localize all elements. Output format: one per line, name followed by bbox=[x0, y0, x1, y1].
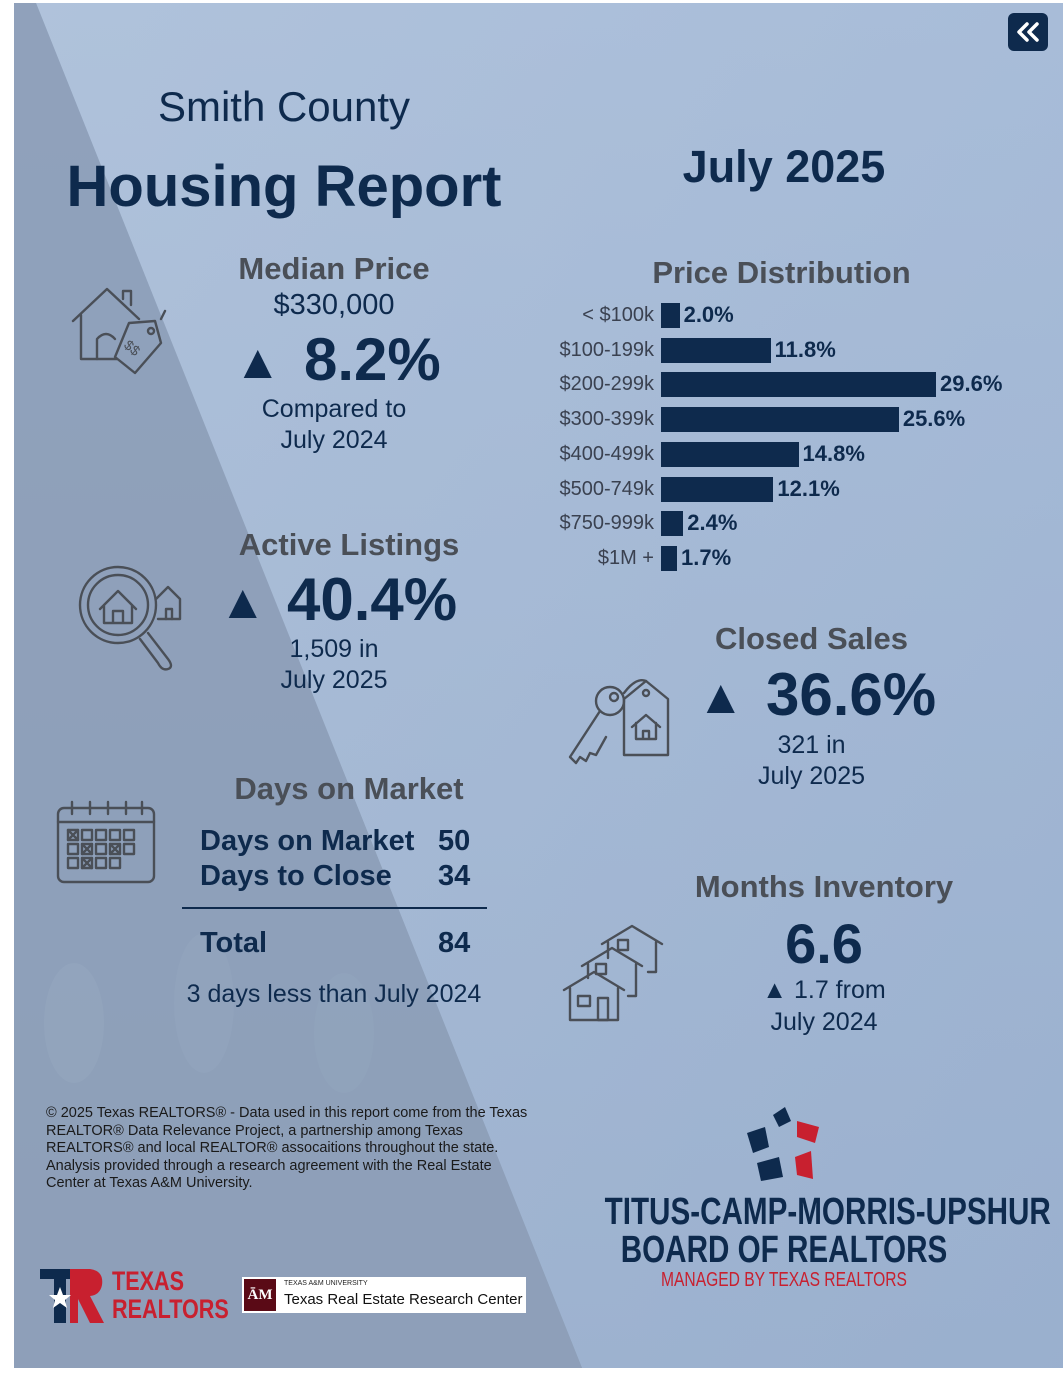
bar-value-label: 2.4% bbox=[687, 510, 738, 536]
tamu-emblem-icon: ĀM bbox=[244, 1279, 276, 1311]
closed-sales-count: 321 in bbox=[777, 731, 846, 759]
board-star-logo-icon bbox=[747, 1107, 819, 1181]
texas-realtors-emblem-icon bbox=[40, 1269, 104, 1323]
bar-category-label: $1M + bbox=[597, 546, 654, 569]
bar-value-label: 1.7% bbox=[681, 544, 732, 570]
bar-category-label: $400-499k bbox=[559, 442, 654, 465]
dom-total-label: Total bbox=[200, 927, 268, 959]
price-distribution-chart: < $100k 2.0% $100-199k 11.8% $200-299k 29.6% $… bbox=[514, 302, 1054, 588]
dom-row-value-0: 50 bbox=[438, 825, 471, 857]
active-listings-period: July 2025 bbox=[280, 666, 388, 694]
dom-row-label-0: Days on Market bbox=[200, 825, 415, 857]
median-price-change: 8.2% bbox=[304, 326, 441, 393]
dom-total-value: 84 bbox=[438, 927, 471, 959]
background-diagonal bbox=[14, 3, 1063, 1368]
active-listings-up-arrow: ▲ bbox=[219, 576, 267, 629]
bar-value-label: 2.0% bbox=[683, 302, 734, 327]
dom-note: 3 days less than July 2024 bbox=[186, 980, 482, 1008]
tr-logo-line1: TEXAS bbox=[112, 1266, 185, 1296]
key-house-tag-icon bbox=[568, 679, 670, 765]
bar-category-label: $500-749k bbox=[559, 477, 654, 500]
bar-value-label: 25.6% bbox=[902, 406, 966, 432]
board-name-line1: TITUS-CAMP-MORRIS-UPSHUR bbox=[604, 1191, 1051, 1233]
closed-sales-period: July 2025 bbox=[757, 762, 866, 790]
active-listings-title: Active Listings bbox=[238, 527, 460, 562]
bar bbox=[661, 441, 799, 467]
bar-category-label: $200-299k bbox=[559, 373, 654, 396]
months-inventory-title: Months Inventory bbox=[694, 869, 954, 904]
bar-category-label: $750-999k bbox=[559, 512, 654, 535]
dom-row-value-1: 34 bbox=[438, 860, 471, 892]
dom-row-label-1: Days to Close bbox=[200, 860, 392, 892]
active-listings-change: 40.4% bbox=[287, 566, 458, 633]
report-period: July 2025 bbox=[682, 141, 886, 192]
house-price-tag-icon: $ $ bbox=[71, 287, 167, 375]
bar-category-label: $300-399k bbox=[559, 408, 654, 431]
median-price-up-arrow: ▲ bbox=[234, 336, 282, 389]
median-compare-line2: July 2024 bbox=[280, 426, 388, 454]
median-price-title: Median Price bbox=[238, 251, 430, 286]
county-name: Smith County bbox=[157, 83, 411, 130]
bar bbox=[661, 303, 680, 328]
magnifier-house-icon bbox=[78, 565, 182, 671]
days-on-market-title: Days on Market bbox=[234, 771, 464, 806]
dom-divider bbox=[182, 907, 487, 909]
closed-sales-up-arrow: ▲ bbox=[697, 671, 745, 724]
bar bbox=[661, 337, 771, 363]
board-name-line3: MANAGED BY TEXAS REALTORS bbox=[661, 1269, 907, 1291]
page-title: Housing Report bbox=[66, 154, 502, 219]
bar-value-label: 11.8% bbox=[774, 336, 836, 362]
double-chevron-left-icon bbox=[1017, 22, 1039, 42]
tamu-small-text: TEXAS A&M UNIVERSITY bbox=[284, 1280, 368, 1287]
bar bbox=[661, 476, 774, 502]
bar bbox=[661, 372, 936, 398]
median-compare-line1: Compared to bbox=[261, 395, 407, 423]
tamu-research-center-logo: ĀM TEXAS A&M UNIVERSITY Texas Real Estat… bbox=[242, 1277, 526, 1313]
median-price-value: $330,000 bbox=[273, 289, 395, 321]
tr-logo-line2: REALTORS bbox=[112, 1294, 229, 1324]
texas-realtors-logo: TEXAS REALTORS bbox=[40, 1265, 240, 1327]
price-distribution-title: Price Distribution bbox=[652, 255, 911, 290]
bar-category-label: $100-199k bbox=[559, 338, 654, 361]
collapse-button[interactable] bbox=[1008, 13, 1048, 51]
bar-value-label: 12.1% bbox=[777, 475, 840, 501]
months-inventory-change: ▲ 1.7 from bbox=[762, 976, 886, 1004]
months-inventory-period: July 2024 bbox=[770, 1008, 878, 1036]
bar bbox=[661, 511, 684, 537]
active-listings-count: 1,509 in bbox=[289, 635, 379, 663]
bar-value-label: 29.6% bbox=[940, 371, 1003, 397]
bar-category-label: < $100k bbox=[582, 304, 654, 326]
calendar-icon bbox=[56, 800, 156, 884]
board-name-line2: BOARD OF REALTORS bbox=[620, 1229, 948, 1271]
closed-sales-change: 36.6% bbox=[766, 661, 937, 728]
months-inventory-value: 6.6 bbox=[785, 912, 863, 975]
copyright-note: © 2025 Texas REALTORS® - Data used in th… bbox=[46, 1105, 528, 1191]
houses-stack-icon bbox=[562, 924, 664, 1022]
report-page: Smith County Housing Report July 2025 $ … bbox=[14, 3, 1063, 1368]
bar bbox=[661, 545, 677, 571]
bar-value-label: 14.8% bbox=[802, 440, 865, 466]
bar bbox=[661, 407, 899, 433]
closed-sales-title: Closed Sales bbox=[715, 621, 908, 656]
tamu-main-text: Texas Real Estate Research Center bbox=[284, 1291, 523, 1308]
